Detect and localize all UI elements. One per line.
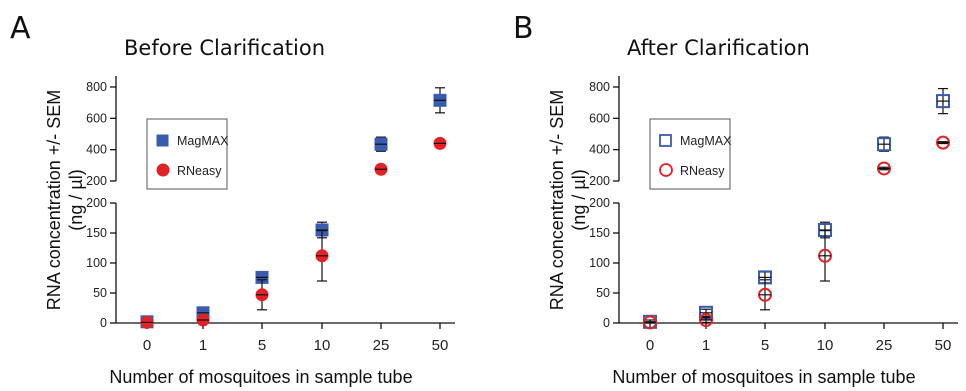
y-tick-label: 100: [86, 256, 107, 270]
y-tick-label: 50: [93, 286, 107, 300]
y-axis-unit: (ng / µl): [66, 169, 86, 230]
y-axis-label: RNA concentration +/- SEM: [547, 90, 567, 311]
x-tick-label: 1: [199, 337, 207, 354]
y-axis-unit: (ng / µl): [569, 169, 589, 230]
legend-marker-rneasy: [156, 163, 170, 177]
y-tick-label: 600: [589, 111, 610, 125]
x-tick-label: 0: [646, 337, 654, 354]
y-tick-label: 400: [589, 143, 610, 157]
x-tick-label: 50: [432, 337, 449, 354]
legend-label-magmax: MagMAX: [177, 134, 229, 148]
legend-box: [649, 118, 731, 190]
y-tick-label: 0: [603, 316, 610, 330]
y-tick-label: 200: [86, 196, 107, 210]
x-tick-label: 25: [876, 337, 893, 354]
y-tick-label: 400: [86, 143, 107, 157]
y-tick-label: 50: [596, 286, 610, 300]
legend-marker-magmax: [156, 134, 169, 147]
y-tick-label: 800: [589, 80, 610, 94]
legend-marker-magmax: [659, 134, 672, 147]
legend-label-rneasy: RNeasy: [680, 164, 725, 178]
x-tick-label: 5: [761, 337, 769, 354]
panel-label: A: [10, 11, 31, 46]
y-tick-label: 200: [86, 174, 107, 188]
y-axis-label: RNA concentration +/- SEM: [44, 90, 64, 311]
y-tick-label: 600: [86, 111, 107, 125]
chart-title: Before Clarification: [124, 36, 325, 60]
chart-title: After Clarification: [627, 36, 810, 60]
y-tick-label: 150: [589, 226, 610, 240]
y-tick-label: 200: [589, 174, 610, 188]
legend-label-rneasy: RNeasy: [177, 164, 222, 178]
x-tick-label: 25: [373, 337, 390, 354]
x-tick-label: 0: [143, 337, 151, 354]
x-tick-label: 5: [258, 337, 266, 354]
y-tick-label: 150: [86, 226, 107, 240]
panel-label: B: [513, 11, 534, 46]
y-tick-label: 100: [589, 256, 610, 270]
y-tick-label: 800: [86, 80, 107, 94]
x-tick-label: 10: [817, 337, 834, 354]
legend-label-magmax: MagMAX: [680, 134, 732, 148]
x-axis-label: Number of mosquitoes in sample tube: [612, 367, 915, 387]
x-tick-label: 50: [935, 337, 952, 354]
y-tick-label: 0: [100, 316, 107, 330]
y-tick-label: 200: [589, 196, 610, 210]
x-axis-label: Number of mosquitoes in sample tube: [109, 367, 412, 387]
legend-box: [146, 118, 228, 190]
x-tick-label: 10: [314, 337, 331, 354]
legend-marker-rneasy: [659, 163, 673, 177]
x-tick-label: 1: [702, 337, 710, 354]
